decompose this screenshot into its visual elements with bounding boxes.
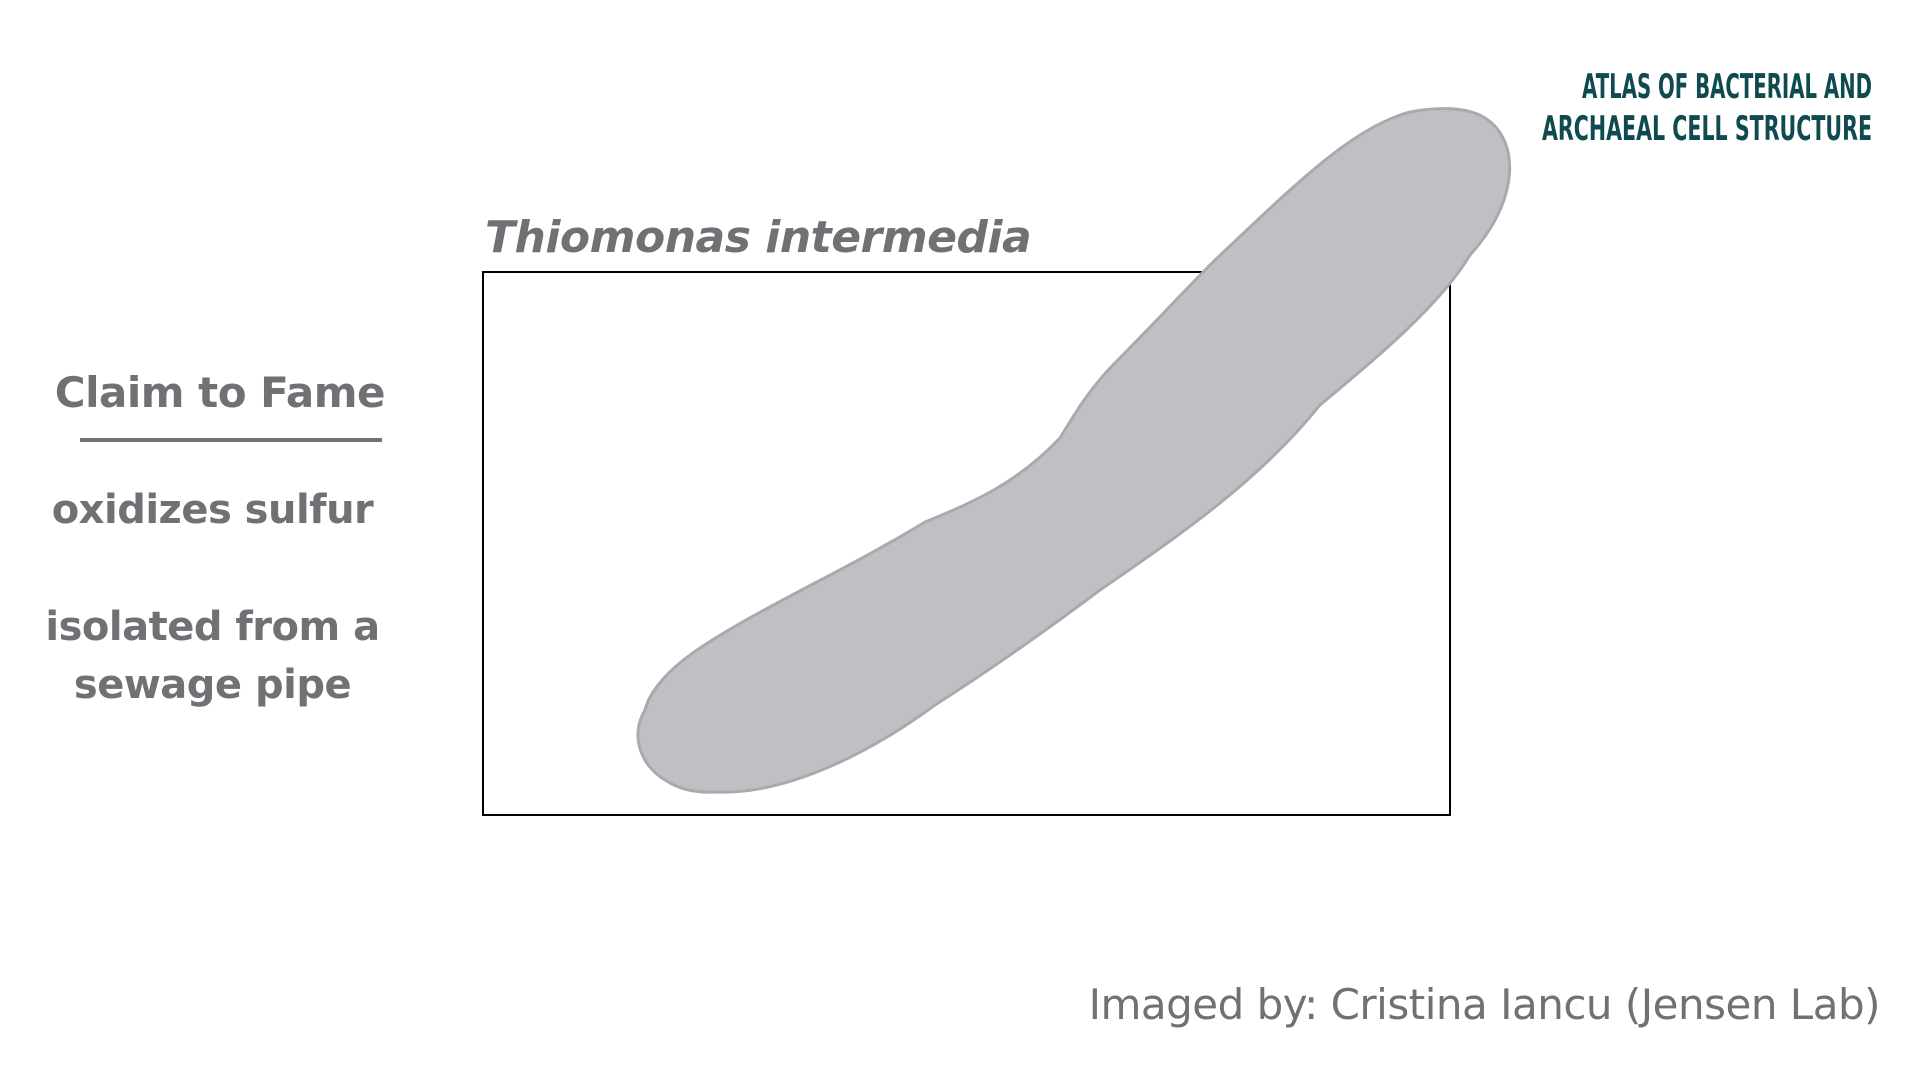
fact-item: isolated from a sewage pipe [40,598,385,714]
atlas-logo-line1: ATLAS OF BACTERIAL AND [1582,67,1872,107]
claim-to-fame-divider [80,438,382,442]
fact-line: oxidizes sulfur [51,487,374,533]
imaging-credit: Imaged by: Cristina Iancu (Jensen Lab) [1088,980,1881,1029]
atlas-logo-line2: ARCHAEAL CELL STRUCTURE [1542,109,1872,149]
fact-line: isolated from a [45,604,380,650]
species-title: Thiomonas intermedia [485,212,1032,263]
atlas-logo: ATLAS OF BACTERIAL AND ARCHAEAL CELL STR… [1542,67,1872,149]
cell-outline [636,107,1512,794]
fact-line: sewage pipe [73,662,352,708]
image-frame [482,271,1451,816]
claim-to-fame-heading: Claim to Fame [54,368,386,417]
fact-item: oxidizes sulfur [40,481,385,539]
